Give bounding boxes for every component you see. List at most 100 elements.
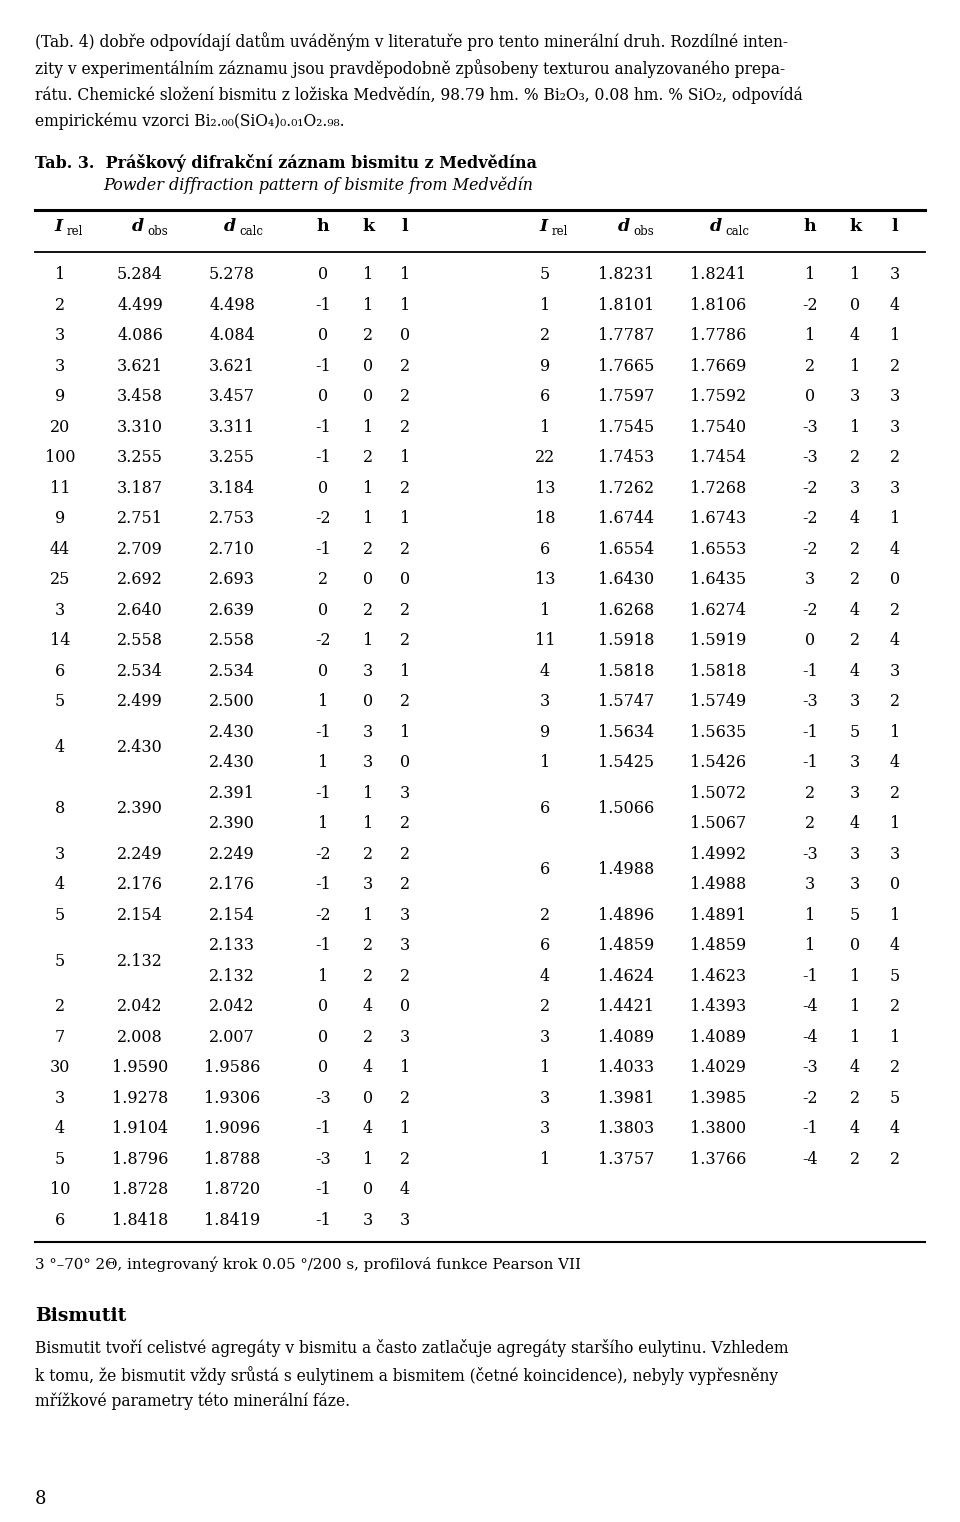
Text: -1: -1	[315, 419, 331, 435]
Text: 1: 1	[850, 419, 860, 435]
Text: 1.3803: 1.3803	[598, 1120, 654, 1137]
Text: 2: 2	[400, 846, 410, 863]
Text: 1: 1	[850, 266, 860, 283]
Text: zity v experimentálním záznamu jsou pravděpodobně způsobeny texturou analyzované: zity v experimentálním záznamu jsou prav…	[35, 59, 785, 78]
Text: 1: 1	[890, 816, 900, 833]
Text: 3: 3	[804, 571, 815, 589]
Text: 13: 13	[535, 571, 555, 589]
Text: 2.639: 2.639	[209, 601, 255, 619]
Text: 3.621: 3.621	[209, 358, 255, 374]
Text: 1.7597: 1.7597	[598, 388, 654, 405]
Text: 1.3985: 1.3985	[690, 1090, 746, 1106]
Text: 1.4896: 1.4896	[598, 907, 654, 924]
Text: -1: -1	[315, 938, 331, 954]
Text: 2.753: 2.753	[209, 510, 255, 528]
Text: 0: 0	[850, 938, 860, 954]
Text: 2: 2	[363, 327, 373, 344]
Text: 1.5067: 1.5067	[690, 816, 746, 833]
Text: 2.558: 2.558	[209, 632, 255, 650]
Text: 44: 44	[50, 540, 70, 559]
Text: 2.176: 2.176	[209, 877, 255, 893]
Text: 1: 1	[890, 510, 900, 528]
Text: 2: 2	[890, 601, 900, 619]
Text: 5: 5	[55, 1151, 65, 1167]
Text: 18: 18	[535, 510, 555, 528]
Text: 1: 1	[318, 968, 328, 985]
Text: 0: 0	[318, 601, 328, 619]
Text: 1: 1	[363, 816, 373, 833]
Text: 3: 3	[850, 755, 860, 772]
Text: 1: 1	[363, 510, 373, 528]
Text: d: d	[132, 218, 144, 234]
Text: h: h	[804, 218, 816, 234]
Text: 1: 1	[363, 479, 373, 496]
Text: calc: calc	[239, 225, 263, 237]
Text: 2: 2	[400, 632, 410, 650]
Text: obs: obs	[147, 225, 168, 237]
Text: -3: -3	[803, 846, 818, 863]
Text: -2: -2	[315, 632, 331, 650]
Text: 6: 6	[55, 664, 65, 680]
Text: 4: 4	[890, 938, 900, 954]
Text: -2: -2	[803, 297, 818, 314]
Text: k: k	[362, 218, 374, 234]
Text: 3.458: 3.458	[117, 388, 163, 405]
Text: 2.042: 2.042	[117, 998, 163, 1015]
Text: 4: 4	[540, 664, 550, 680]
Text: 1.6435: 1.6435	[690, 571, 746, 589]
Text: 1: 1	[890, 907, 900, 924]
Text: -1: -1	[315, 724, 331, 741]
Text: 5: 5	[890, 968, 900, 985]
Text: 3: 3	[850, 694, 860, 711]
Text: 2.008: 2.008	[117, 1029, 163, 1046]
Text: 4: 4	[850, 1059, 860, 1076]
Text: 1.7540: 1.7540	[690, 419, 746, 435]
Text: 0: 0	[318, 998, 328, 1015]
Text: 1.8796: 1.8796	[111, 1151, 168, 1167]
Text: 0: 0	[804, 388, 815, 405]
Text: -1: -1	[803, 724, 818, 741]
Text: 13: 13	[535, 479, 555, 496]
Text: 4: 4	[540, 968, 550, 985]
Text: 1.5635: 1.5635	[690, 724, 746, 741]
Text: 1.4089: 1.4089	[598, 1029, 654, 1046]
Text: 3: 3	[363, 877, 373, 893]
Text: 3: 3	[55, 327, 65, 344]
Text: 0: 0	[850, 297, 860, 314]
Text: 1.8720: 1.8720	[204, 1181, 260, 1198]
Text: 1.7786: 1.7786	[690, 327, 746, 344]
Text: 4: 4	[850, 664, 860, 680]
Text: -1: -1	[315, 1212, 331, 1228]
Text: 1.7262: 1.7262	[598, 479, 654, 496]
Text: 2: 2	[850, 632, 860, 650]
Text: 1: 1	[400, 266, 410, 283]
Text: 1: 1	[400, 664, 410, 680]
Text: 1.6268: 1.6268	[598, 601, 654, 619]
Text: 1.8419: 1.8419	[204, 1212, 260, 1228]
Text: 2: 2	[850, 449, 860, 466]
Text: 2: 2	[540, 327, 550, 344]
Text: 1.5747: 1.5747	[598, 694, 654, 711]
Text: -2: -2	[803, 540, 818, 559]
Text: 1.5425: 1.5425	[598, 755, 654, 772]
Text: 1: 1	[804, 327, 815, 344]
Text: 0: 0	[318, 664, 328, 680]
Text: 3: 3	[400, 1029, 410, 1046]
Text: 2: 2	[400, 1090, 410, 1106]
Text: 1.4891: 1.4891	[690, 907, 746, 924]
Text: 1: 1	[363, 785, 373, 802]
Text: -3: -3	[315, 1090, 331, 1106]
Text: -3: -3	[803, 694, 818, 711]
Text: 7: 7	[55, 1029, 65, 1046]
Text: 0: 0	[363, 358, 373, 374]
Text: 1.8231: 1.8231	[598, 266, 654, 283]
Text: 2: 2	[890, 694, 900, 711]
Text: 4: 4	[890, 1120, 900, 1137]
Text: Powder diffraction pattern of bismite from Medvědín: Powder diffraction pattern of bismite fr…	[103, 177, 533, 195]
Text: 2.007: 2.007	[209, 1029, 254, 1046]
Text: 1: 1	[400, 510, 410, 528]
Text: 1.5634: 1.5634	[598, 724, 654, 741]
Text: 4: 4	[890, 755, 900, 772]
Text: 0: 0	[400, 571, 410, 589]
Text: -2: -2	[803, 1090, 818, 1106]
